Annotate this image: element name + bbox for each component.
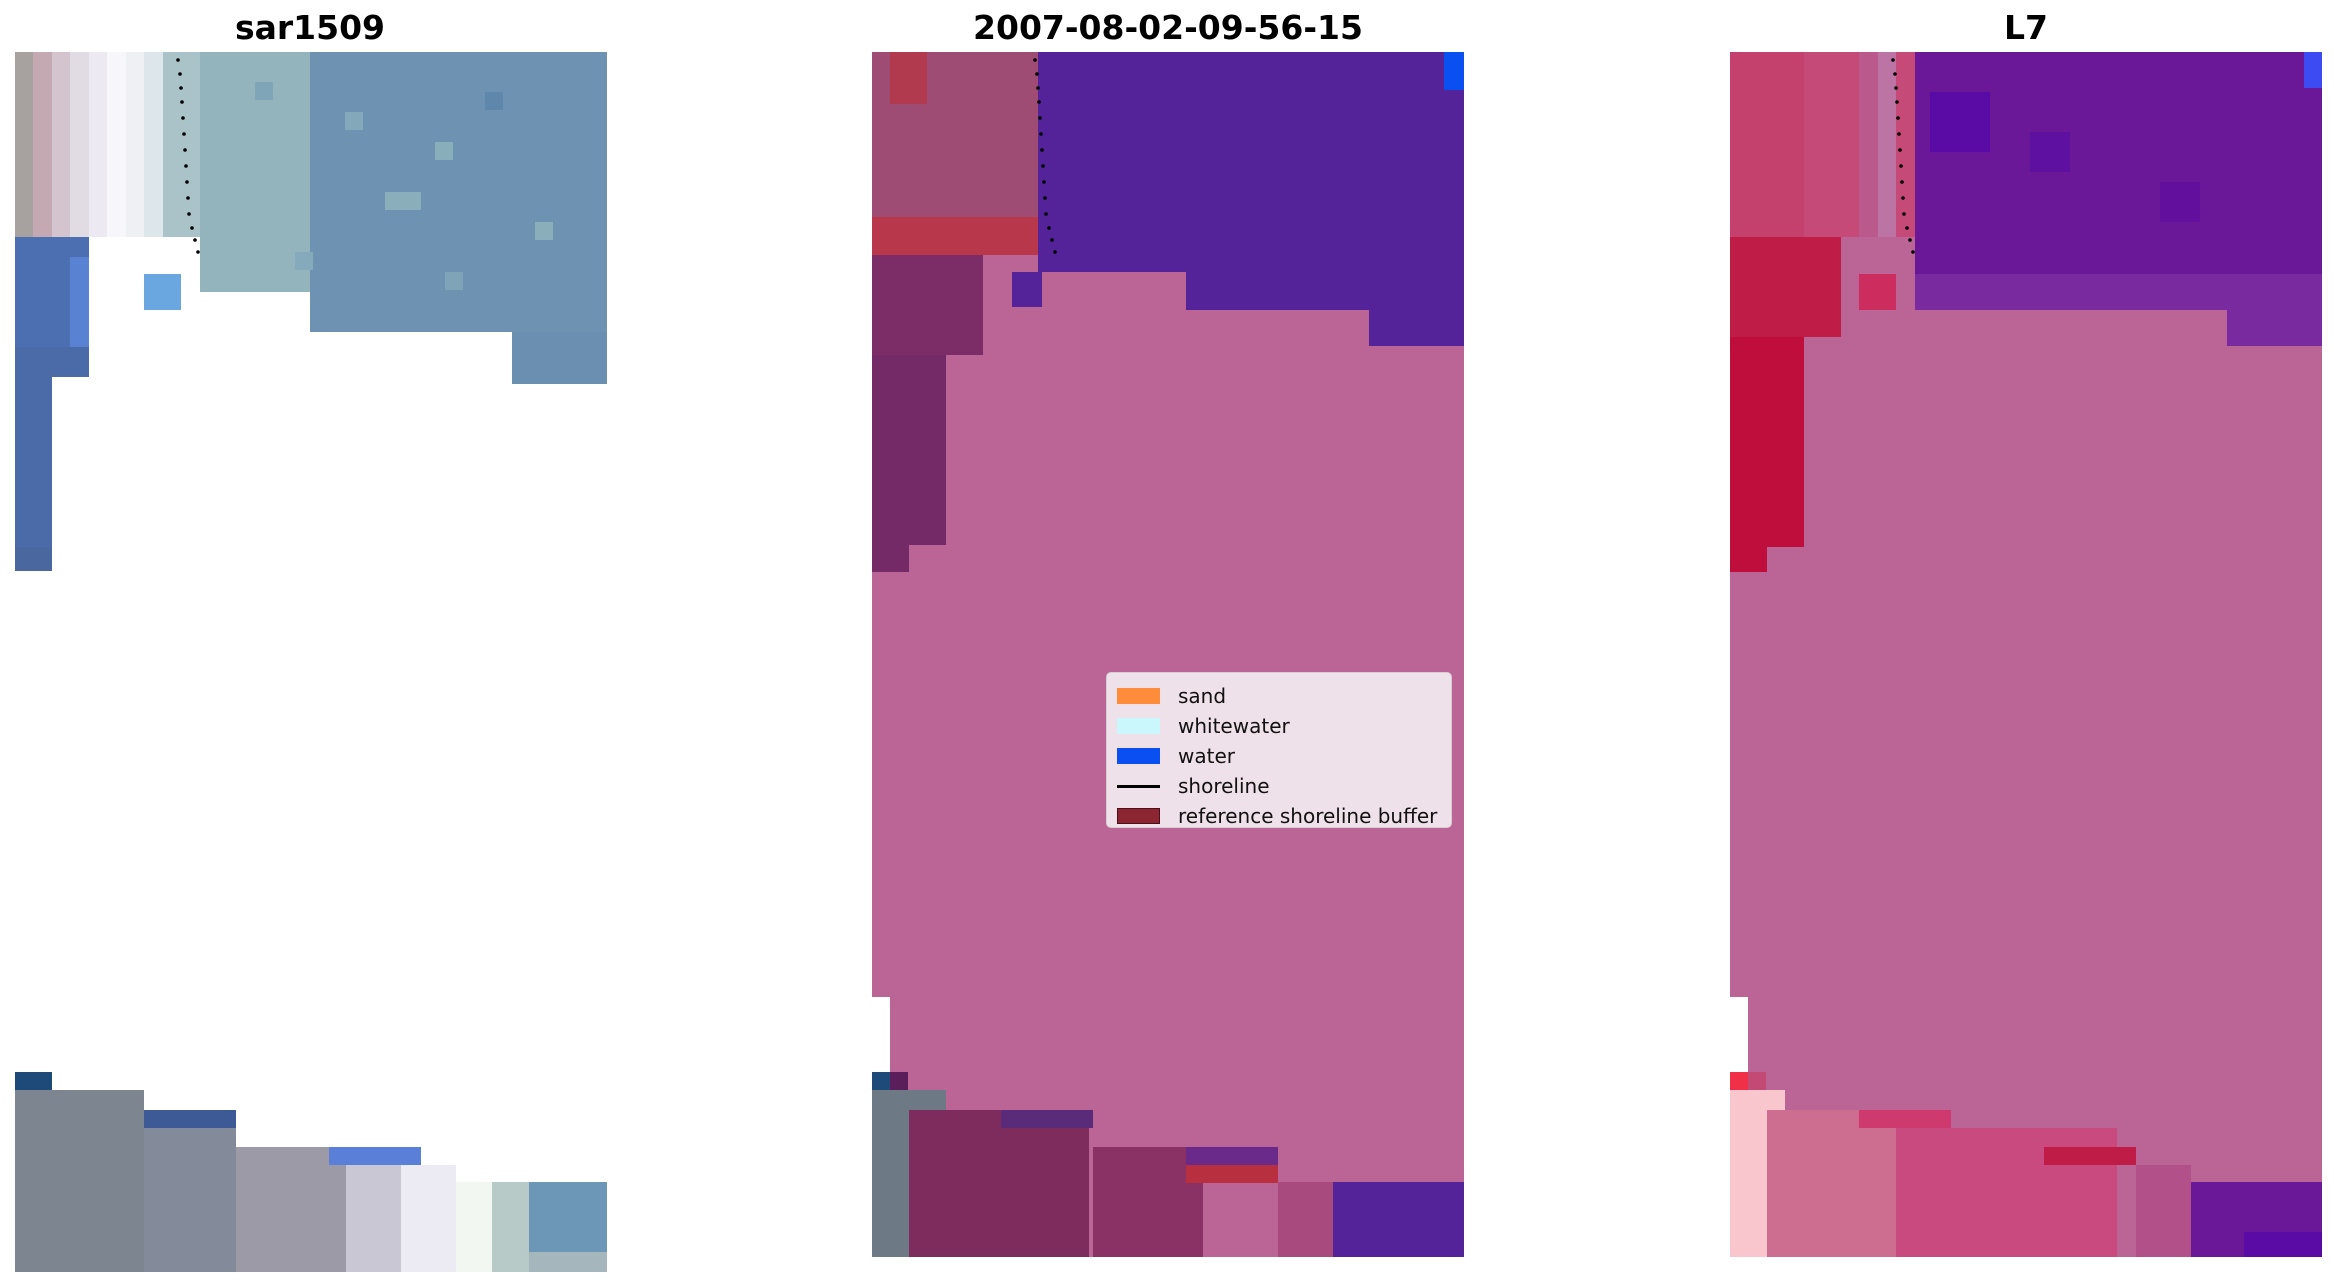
index-water-area: [1915, 52, 2322, 274]
sand-swatch: [1117, 688, 1160, 704]
reference-buffer-swatch: [1117, 808, 1160, 824]
shoreline-dots: [176, 58, 200, 254]
panel-title-mndwi: L7: [2004, 8, 2048, 47]
panel-title-classification: 2007-08-02-09-56-15: [973, 8, 1363, 47]
legend-label: shoreline: [1178, 774, 1270, 798]
bottom-sand-area: [15, 1090, 144, 1272]
shoreline-dots: [1891, 58, 1915, 254]
legend-label: whitewater: [1178, 714, 1290, 738]
whitewater-swatch: [1117, 718, 1160, 734]
water-region: [1038, 52, 1464, 272]
rgb-image-panel: [15, 52, 607, 1272]
legend-label: sand: [1178, 684, 1227, 708]
legend-item-shoreline: shoreline: [1117, 771, 1441, 801]
legend-item-sand: sand: [1117, 681, 1441, 711]
panel-title-rgb: sar1509: [234, 8, 386, 47]
index-image-panel: [1730, 52, 2322, 1282]
water-swatch: [1117, 748, 1160, 764]
legend-item-reference-buffer: reference shoreline buffer: [1117, 801, 1441, 831]
shoreline-dots: [1033, 58, 1057, 254]
legend-label: water: [1178, 744, 1235, 768]
legend: sand whitewater water shoreline referenc…: [1106, 672, 1452, 828]
legend-item-whitewater: whitewater: [1117, 711, 1441, 741]
high-index-area: [1730, 237, 1841, 337]
legend-label: reference shoreline buffer: [1178, 804, 1438, 828]
sand-pixel-column: [15, 52, 33, 237]
classification-panel: [872, 52, 1464, 1282]
shoreline-line-swatch: [1117, 784, 1160, 788]
legend-item-water: water: [1117, 741, 1441, 771]
